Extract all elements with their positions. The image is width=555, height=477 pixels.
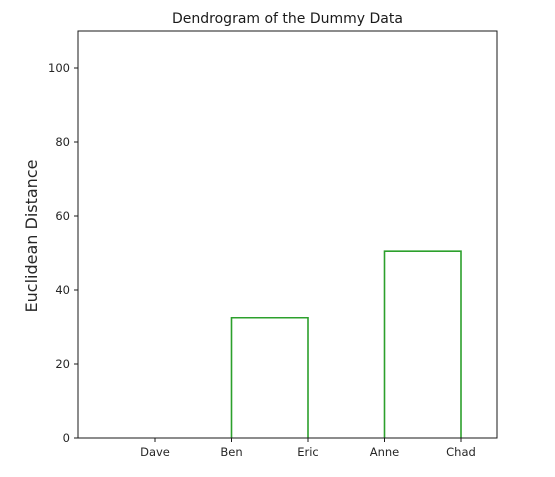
y-tick-label: 60 xyxy=(55,209,70,223)
y-axis-ticks: 0 20 40 60 80 100 xyxy=(48,61,78,445)
y-tick-label: 20 xyxy=(55,357,70,371)
link-ben-eric xyxy=(230,316,309,438)
leaf-label-chad: Chad xyxy=(446,445,476,459)
leaf-label-anne: Anne xyxy=(370,445,400,459)
link-anne-chad xyxy=(383,250,462,438)
dendrogram-links xyxy=(230,250,462,438)
x-axis-ticks: Dave Ben Eric Anne Chad xyxy=(140,438,476,459)
y-tick-label: 0 xyxy=(63,431,70,445)
leaf-label-ben: Ben xyxy=(220,445,242,459)
plot-frame xyxy=(77,30,498,439)
leaf-label-eric: Eric xyxy=(297,445,319,459)
y-tick-label: 80 xyxy=(55,135,70,149)
leaf-label-dave: Dave xyxy=(140,445,170,459)
y-tick-label: 40 xyxy=(55,283,70,297)
y-axis-label: Euclidean Distance xyxy=(22,160,41,313)
chart-title: Dendrogram of the Dummy Data xyxy=(172,11,403,27)
y-tick-label: 100 xyxy=(48,61,70,75)
